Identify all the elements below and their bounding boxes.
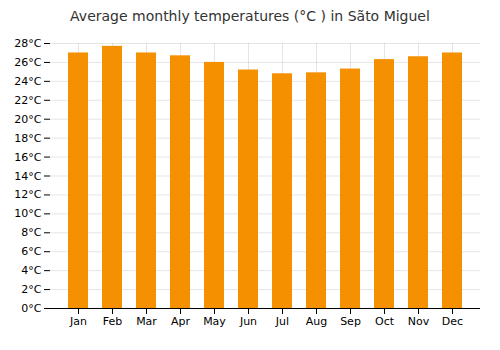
svg-text:20°C: 20°C: [14, 113, 41, 126]
svg-text:Aug: Aug: [306, 315, 327, 328]
svg-text:10°C: 10°C: [14, 207, 41, 220]
svg-text:4°C: 4°C: [21, 264, 41, 277]
html-text:Average monthly temperatures (: Average monthly temperatures (°C ) in Sã…: [70, 8, 430, 24]
svg-text:Mar: Mar: [136, 315, 157, 328]
svg-text:14°C: 14°C: [14, 170, 41, 183]
svg-text:Apr: Apr: [171, 315, 191, 328]
svg-text:Nov: Nov: [408, 315, 430, 328]
svg-text:22°C: 22°C: [14, 94, 41, 107]
svg-text:Dec: Dec: [442, 315, 463, 328]
svg-text:2°C: 2°C: [21, 283, 41, 296]
svg-text:18°C: 18°C: [14, 132, 41, 145]
svg-text:Jul: Jul: [275, 315, 289, 328]
svg-text:8°C: 8°C: [21, 226, 41, 239]
svg-text:0°C: 0°C: [21, 302, 41, 315]
svg-text:May: May: [203, 315, 226, 328]
svg-text:24°C: 24°C: [14, 75, 41, 88]
svg-text:26°C: 26°C: [14, 56, 41, 69]
svg-text:12°C: 12°C: [14, 188, 41, 201]
svg-text:Jun: Jun: [239, 315, 257, 328]
svg-text:Oct: Oct: [375, 315, 395, 328]
svg-text:28°C: 28°C: [14, 37, 41, 50]
svg-text:Feb: Feb: [103, 315, 122, 328]
svg-text:Sep: Sep: [340, 315, 361, 328]
svg-text:16°C: 16°C: [14, 151, 41, 164]
svg-text:6°C: 6°C: [21, 245, 41, 258]
svg-text:Jan: Jan: [69, 315, 87, 328]
